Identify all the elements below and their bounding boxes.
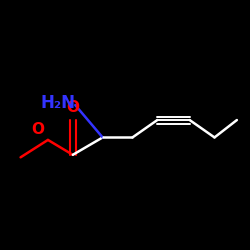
Text: O: O — [66, 100, 79, 115]
Text: O: O — [32, 122, 44, 138]
Text: H₂N: H₂N — [40, 94, 76, 112]
